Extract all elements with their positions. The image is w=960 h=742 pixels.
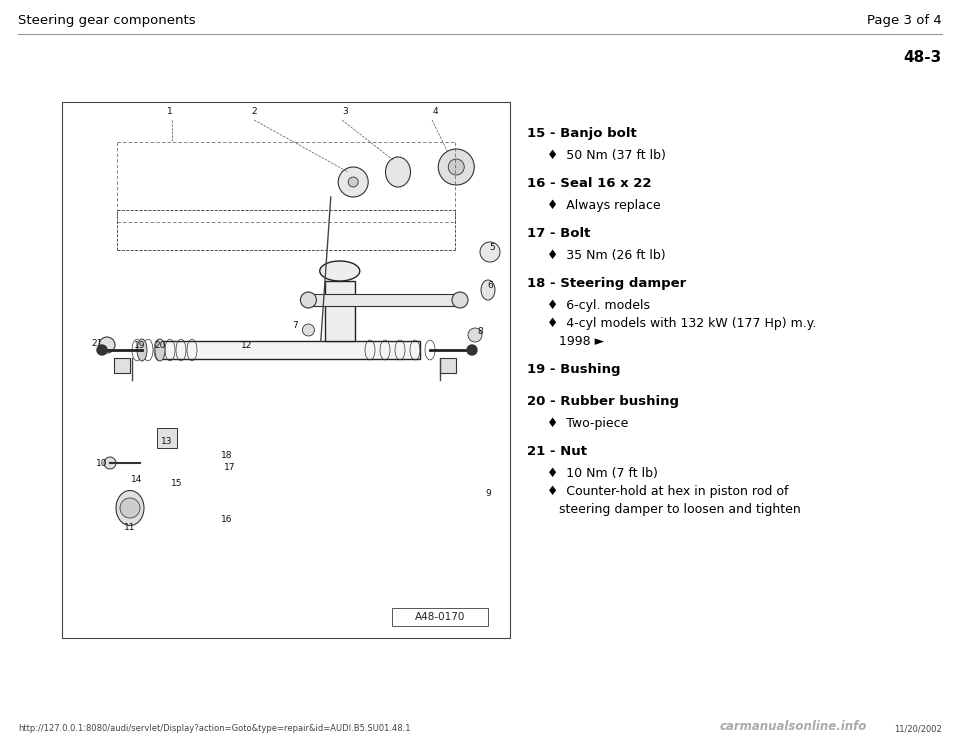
Circle shape [300,292,317,308]
Text: 1: 1 [167,108,173,116]
Text: ♦  4-cyl models with 132 kW (177 Hp) m.y.: ♦ 4-cyl models with 132 kW (177 Hp) m.y. [547,317,816,330]
Circle shape [97,345,107,355]
Circle shape [438,149,474,185]
Text: 21: 21 [91,340,103,349]
Ellipse shape [137,339,147,361]
Text: 4: 4 [432,108,438,116]
Circle shape [338,167,369,197]
Text: 17 - Bolt: 17 - Bolt [527,227,590,240]
Text: 2: 2 [252,108,257,116]
Bar [114,358,130,373]
Text: 11/20/2002: 11/20/2002 [895,724,942,733]
Circle shape [104,457,116,469]
Ellipse shape [386,157,411,187]
Ellipse shape [116,490,144,525]
Ellipse shape [481,280,495,300]
Text: carmanualsonline.info: carmanualsonline.info [720,720,868,733]
Text: ♦  35 Nm (26 ft lb): ♦ 35 Nm (26 ft lb) [547,249,665,262]
Text: Page 3 of 4: Page 3 of 4 [867,14,942,27]
Bar [157,428,177,448]
Text: 16 - Seal 16 x 22: 16 - Seal 16 x 22 [527,177,652,190]
Text: 7: 7 [292,321,298,330]
Text: ♦  Counter-hold at hex in piston rod of: ♦ Counter-hold at hex in piston rod of [547,485,788,498]
Text: 1998 ►: 1998 ► [559,335,604,348]
Bar [62,102,510,638]
Text: ♦  Always replace: ♦ Always replace [547,199,660,212]
Circle shape [99,337,115,353]
Text: 20: 20 [155,341,166,349]
Circle shape [480,242,500,262]
Text: 10: 10 [96,459,108,467]
Text: 18: 18 [221,451,232,461]
Text: ♦  6-cyl. models: ♦ 6-cyl. models [547,299,650,312]
Text: A48-0170: A48-0170 [415,612,466,622]
Text: 11: 11 [124,524,135,533]
Bar [440,358,456,373]
Text: 13: 13 [161,438,173,447]
Text: 17: 17 [225,464,236,473]
Text: 16: 16 [221,516,232,525]
Bar [308,294,460,306]
Text: 3: 3 [342,108,348,116]
Text: 8: 8 [477,327,483,337]
Bar [392,608,488,626]
Text: 21 - Nut: 21 - Nut [527,445,587,458]
Circle shape [467,345,477,355]
Bar [324,281,355,341]
Text: ♦  50 Nm (37 ft lb): ♦ 50 Nm (37 ft lb) [547,149,666,162]
Text: 48-3: 48-3 [903,50,942,65]
Text: http://127.0.0.1:8080/audi/servlet/Display?action=Goto&type=repair&id=AUDI.B5.SU: http://127.0.0.1:8080/audi/servlet/Displ… [18,724,411,733]
Text: 19 - Bushing: 19 - Bushing [527,363,620,376]
Ellipse shape [320,261,360,281]
Text: 19: 19 [134,341,146,349]
Circle shape [468,328,482,342]
Text: 14: 14 [132,476,143,485]
Text: 20 - Rubber bushing: 20 - Rubber bushing [527,395,679,408]
Text: steering damper to loosen and tighten: steering damper to loosen and tighten [559,503,801,516]
Text: 5: 5 [490,243,494,252]
Text: 15 - Banjo bolt: 15 - Banjo bolt [527,127,636,140]
Ellipse shape [155,339,165,361]
Text: 18 - Steering damper: 18 - Steering damper [527,277,686,290]
Text: 15: 15 [171,479,182,487]
Bar [162,341,420,359]
Text: 9: 9 [485,488,491,497]
Circle shape [120,498,140,518]
Text: 12: 12 [241,341,252,349]
Circle shape [448,159,465,175]
Circle shape [348,177,358,187]
Circle shape [452,292,468,308]
Text: Steering gear components: Steering gear components [18,14,196,27]
Text: ♦  10 Nm (7 ft lb): ♦ 10 Nm (7 ft lb) [547,467,658,480]
Text: 6: 6 [487,280,492,289]
Text: ♦  Two-piece: ♦ Two-piece [547,417,629,430]
Circle shape [302,324,315,336]
